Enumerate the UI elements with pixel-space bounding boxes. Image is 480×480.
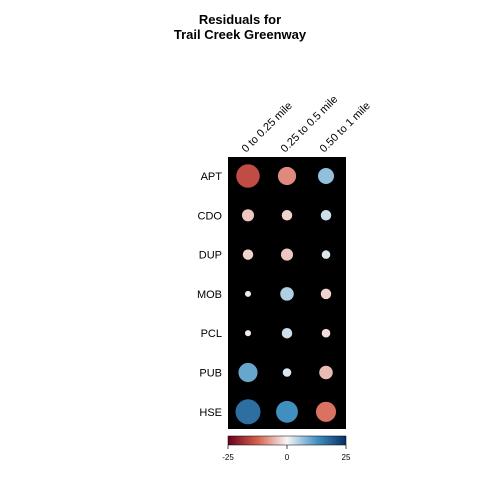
residual-circle bbox=[244, 330, 252, 337]
chart-title-line-2: Trail Creek Greenway bbox=[174, 27, 307, 42]
residual-circle bbox=[319, 365, 333, 380]
residual-circle bbox=[242, 249, 254, 260]
residual-circle bbox=[282, 368, 292, 377]
row-label: HSE bbox=[199, 407, 222, 419]
colorbar-tick-label: 0 bbox=[285, 453, 290, 462]
residual-circle bbox=[280, 248, 294, 261]
residual-circle bbox=[244, 290, 252, 297]
colorbar-ticks: -25 0 25 bbox=[222, 445, 351, 462]
row-label: CDO bbox=[198, 210, 223, 222]
residual-circle bbox=[280, 287, 294, 301]
row-label: PCL bbox=[201, 328, 222, 340]
residual-circle bbox=[321, 250, 331, 259]
row-label: PUB bbox=[199, 368, 222, 380]
residual-circles bbox=[235, 164, 337, 425]
colorbar bbox=[227, 435, 347, 446]
residual-circle bbox=[238, 362, 258, 383]
residual-circle bbox=[241, 209, 255, 222]
residual-circle bbox=[321, 328, 331, 338]
residual-circle bbox=[281, 327, 293, 339]
residual-circle bbox=[320, 210, 332, 221]
colorbar-tick-label: -25 bbox=[222, 453, 234, 462]
row-label: DUP bbox=[199, 250, 222, 262]
colorbar-tick-label: 25 bbox=[342, 453, 351, 462]
row-label: MOB bbox=[197, 289, 222, 301]
residual-circle bbox=[276, 400, 298, 423]
chart-title-line-1: Residuals for bbox=[199, 12, 281, 27]
residual-circle bbox=[236, 164, 260, 188]
residual-circle bbox=[317, 167, 335, 185]
residual-circle bbox=[320, 288, 332, 300]
residual-circle bbox=[315, 401, 337, 422]
row-labels: APT CDO DUP MOB PCL PUB HSE bbox=[197, 171, 222, 419]
residual-circle bbox=[235, 399, 261, 425]
row-label: APT bbox=[201, 171, 223, 183]
residual-circle bbox=[281, 210, 293, 221]
residual-circle bbox=[277, 166, 297, 186]
